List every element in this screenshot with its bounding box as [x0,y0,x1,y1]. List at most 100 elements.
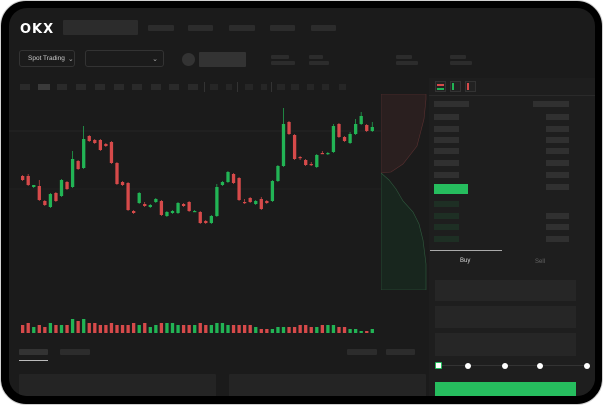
bid-amount [546,236,569,242]
volume-bar [265,329,269,333]
nav-item[interactable] [188,25,213,31]
volume-bar [70,319,75,333]
timeframe-button-active[interactable] [38,84,50,90]
orderbook-asks-icon[interactable] [465,81,476,92]
stat-label [309,55,323,59]
fullscreen-icon[interactable] [339,84,346,90]
volume-bar [259,329,263,333]
volume-bar [98,325,102,333]
candle-down [93,140,97,143]
ask-amount [546,172,569,178]
slider-handle[interactable] [435,362,442,369]
chart-type-icon[interactable] [245,84,253,90]
timeframe-button[interactable] [169,84,179,90]
nav-item[interactable] [311,25,336,31]
nav-item[interactable] [270,25,295,31]
volume-bar [365,331,369,333]
pair-dropdown[interactable]: ⌄ [85,50,164,67]
tab-buy[interactable]: Buy [460,258,471,264]
filter-button[interactable] [347,349,377,355]
timeframe-button[interactable] [95,84,105,90]
settings-icon[interactable] [307,84,314,90]
bid-depth-area [381,172,427,290]
candle-up [226,172,230,182]
divider [237,82,238,92]
volume-bar [109,323,114,333]
ask-amount [546,184,569,190]
timeframe-button[interactable] [132,84,142,90]
pair-price [199,52,246,67]
bid-price [434,201,459,207]
candle-down [26,176,30,185]
indicator-icon[interactable] [210,84,218,90]
candle-up [193,211,197,213]
candle-up [281,124,286,166]
candlestick-chart[interactable] [9,94,381,334]
slider-stop-100[interactable] [584,363,590,369]
candle-down [120,182,125,185]
volume-bar [87,323,91,333]
line-tool-icon[interactable] [277,84,285,90]
volume-bar [270,329,275,333]
orderbook-both-icon[interactable] [435,81,446,92]
price-input[interactable] [435,280,576,301]
camera-icon[interactable] [322,84,329,90]
total-input[interactable] [435,333,576,356]
volume-bar [309,327,313,333]
chevron-down-icon: ⌄ [67,55,74,63]
candle-up [70,159,75,187]
amount-input[interactable] [435,306,576,328]
draw-tool-icon[interactable] [291,84,299,90]
timeframe-button[interactable] [151,84,161,90]
chevron-down-icon[interactable] [261,84,267,90]
volume-bar [54,325,58,333]
timeframe-button[interactable] [76,84,86,90]
candle-down [43,201,47,205]
candle-up [326,153,330,155]
amount-slider-track[interactable] [438,365,588,366]
candle-down [143,204,147,206]
candle-down [126,183,130,210]
filter-button[interactable] [386,349,415,355]
orderbook-bids-icon[interactable] [450,81,461,92]
timeframe-button[interactable] [57,84,67,90]
slider-stop-50[interactable] [502,363,508,369]
volume-bar [237,325,241,333]
candle-down [37,186,41,200]
candle-up [215,187,219,216]
timeframe-button[interactable] [114,84,124,90]
volume-bar [65,325,69,333]
tab-sell[interactable]: Sell [535,259,546,265]
tab-open-orders[interactable] [19,349,48,355]
candle-down [342,137,347,141]
volume-bar [198,323,202,333]
ask-price [434,148,459,154]
coin-icon [182,53,195,66]
volume-bar [331,325,336,333]
timeframe-button[interactable] [188,84,198,90]
timeframe-button[interactable] [20,84,30,90]
candle-down [237,178,241,200]
search-placeholder[interactable] [63,20,138,35]
volume-bar [26,323,30,333]
chevron-down-icon[interactable] [226,84,232,90]
slider-stop-25[interactable] [465,363,471,369]
nav-item[interactable] [229,25,255,31]
okx-logo[interactable]: OKX [20,22,55,37]
candle-up [220,182,225,185]
candle-down [231,174,236,183]
slider-stop-75[interactable] [537,363,543,369]
tab-order-history[interactable] [60,349,90,355]
nav-item[interactable] [148,25,174,31]
market-type-dropdown[interactable]: Spot Trading ⌄ [19,50,75,67]
volume-bar [337,327,341,333]
bid-price [434,236,459,242]
volume-bar [176,325,180,333]
ask-amount [546,137,569,143]
stat-label [450,55,466,59]
buy-submit-button[interactable] [435,382,576,396]
bid-price [434,213,459,219]
candle-down [132,211,136,213]
volume-bar [126,325,130,333]
orders-card [19,374,216,396]
